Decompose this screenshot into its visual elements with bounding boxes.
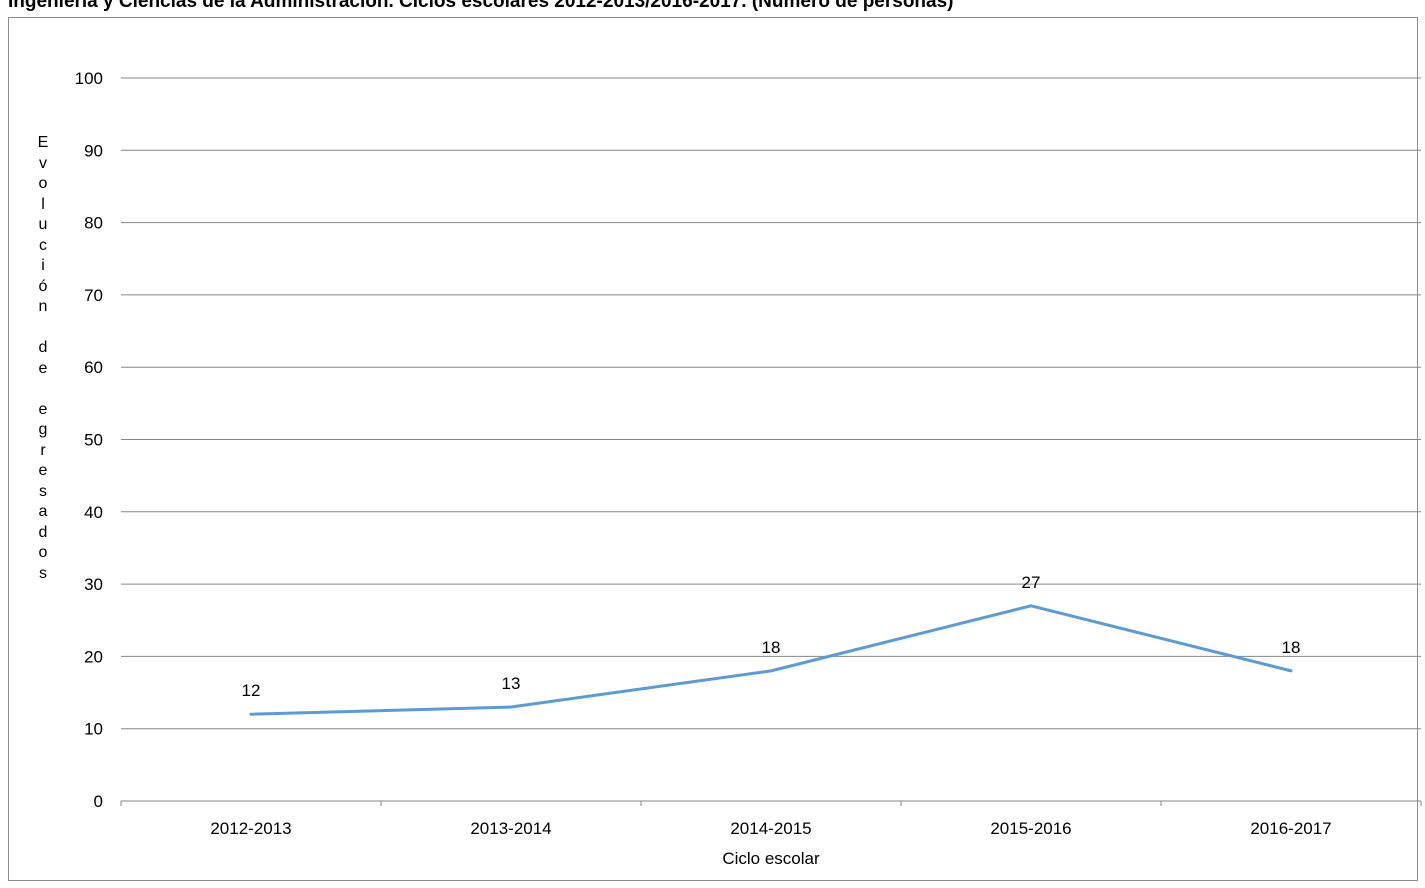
data-label: 27 (1022, 573, 1041, 592)
x-axis-title: Ciclo escolar (722, 849, 820, 868)
y-axis-title-char: l (41, 195, 45, 213)
y-tick-label: 0 (94, 792, 103, 811)
data-label: 18 (762, 638, 781, 657)
y-tick-label: 100 (75, 69, 103, 88)
y-axis-title-char: v (39, 154, 47, 172)
y-axis-title-char: r (40, 441, 46, 459)
y-axis-title-char: o (38, 544, 48, 561)
y-tick-label: 50 (84, 431, 103, 450)
x-tick-label: 2012-2013 (210, 819, 291, 838)
y-tick-label: 70 (84, 286, 103, 305)
y-axis-title-char: g (38, 421, 48, 438)
series-line (249, 604, 1293, 716)
y-axis-title-char: E (37, 134, 49, 151)
y-axis-title-char: e (38, 462, 48, 479)
y-axis-title-char: o (38, 175, 48, 192)
y-axis-title-char: s (39, 564, 47, 582)
y-tick-label: 80 (84, 214, 103, 233)
y-tick-label: 90 (84, 141, 103, 160)
chart-title: Ingeniería y Ciencias de la Administraci… (8, 0, 954, 12)
y-tick-label: 20 (84, 647, 103, 666)
x-tick-label: 2016-2017 (1250, 819, 1331, 838)
y-axis-title-char: c (39, 236, 47, 254)
y-tick-label: 60 (84, 358, 103, 377)
y-axis-title-char: e (38, 400, 48, 418)
y-axis-title-char: ó (38, 277, 48, 295)
y-axis-title-char: a (38, 503, 48, 520)
y-axis-title-char: d (38, 339, 48, 356)
x-tick-label: 2014-2015 (730, 819, 811, 838)
y-axis-title-char: e (38, 359, 48, 377)
y-tick-label: 40 (84, 503, 103, 522)
chart-area-frame (8, 17, 1418, 881)
data-label: 13 (502, 674, 521, 693)
y-axis-title-char: i (41, 257, 45, 274)
data-label: 18 (1282, 638, 1301, 657)
data-label: 12 (242, 681, 261, 700)
y-axis-title-char: n (38, 298, 48, 315)
y-tick-label: 30 (84, 575, 103, 594)
y-axis-title-char: d (38, 523, 48, 541)
y-axis-title-char: u (38, 216, 48, 233)
x-tick-label: 2015-2016 (990, 819, 1071, 838)
y-axis-title-char: s (39, 482, 47, 500)
y-tick-label: 10 (84, 720, 103, 739)
x-tick-label: 2013-2014 (470, 819, 551, 838)
